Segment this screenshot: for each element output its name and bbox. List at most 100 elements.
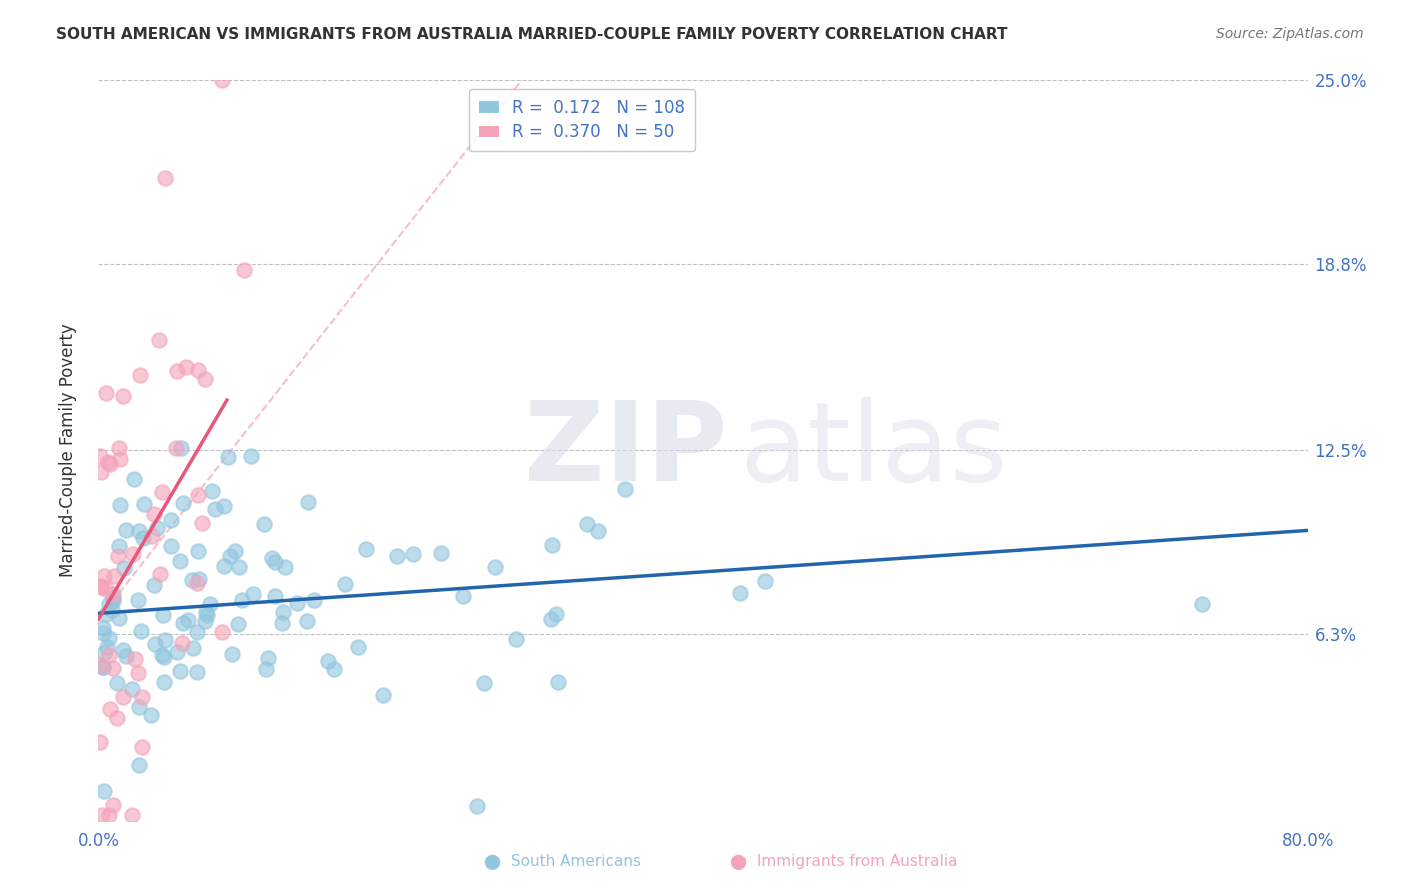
Point (108, 451, 131, 466)
Text: SOUTH AMERICAN VS IMMIGRANTS FROM AUSTRALIA MARRIED-COUPLE FAMILY POVERTY CORREL: SOUTH AMERICAN VS IMMIGRANTS FROM AUSTRA… (56, 27, 1008, 42)
Point (273, 605, 295, 619)
Point (94, 582, 117, 596)
Point (371, 688, 394, 702)
Text: ⬤  Immigrants from Australia: ⬤ Immigrants from Australia (730, 854, 957, 870)
Text: ZIP: ZIP (524, 397, 727, 504)
Point (141, 529, 163, 543)
Point (152, 607, 174, 622)
Point (575, 517, 598, 532)
Point (402, 547, 425, 561)
Point (98, 807, 121, 822)
Point (187, 544, 209, 558)
Point (257, 651, 280, 665)
Point (160, 513, 183, 527)
Point (98, 702, 121, 716)
Point (121, 807, 143, 822)
Point (316, 654, 339, 668)
Point (194, 372, 217, 386)
Point (131, 690, 153, 704)
Point (108, 539, 131, 553)
Point (101, 603, 124, 617)
Point (323, 662, 346, 676)
Point (242, 587, 264, 601)
Point (111, 389, 134, 403)
Point (93, 569, 115, 583)
Point (105, 711, 128, 725)
Point (101, 587, 124, 601)
Point (754, 574, 776, 588)
Point (181, 641, 204, 656)
Point (93, 784, 115, 798)
Point (187, 572, 209, 586)
Point (540, 612, 562, 626)
Point (212, 499, 235, 513)
Point (187, 363, 209, 377)
Point (91, 621, 114, 635)
Point (148, 333, 170, 347)
Point (90, 579, 112, 593)
Point (169, 442, 191, 456)
Point (254, 662, 277, 676)
Point (169, 664, 191, 678)
Point (105, 676, 128, 690)
Point (149, 567, 172, 582)
Point (108, 498, 131, 512)
Point (124, 652, 146, 666)
Point (333, 577, 356, 591)
Point (114, 648, 136, 663)
Point (90, 807, 112, 822)
Point (240, 449, 263, 463)
Point (89, 658, 111, 673)
Y-axis label: Married-Couple Family Poverty: Married-Couple Family Poverty (59, 324, 77, 577)
Point (274, 559, 297, 574)
Point (186, 625, 208, 640)
Point (150, 485, 173, 500)
Point (169, 553, 191, 567)
Point (97, 455, 120, 469)
Point (166, 364, 188, 378)
Point (128, 757, 150, 772)
Point (111, 690, 134, 704)
Point (260, 550, 283, 565)
Point (613, 482, 636, 496)
Point (186, 575, 208, 590)
Point (264, 555, 287, 569)
Point (231, 593, 253, 607)
Point (90, 466, 112, 480)
Point (91, 660, 114, 674)
Point (108, 442, 131, 456)
Point (132, 531, 155, 545)
Point (212, 558, 235, 573)
Point (197, 608, 219, 623)
Point (89, 735, 111, 749)
Point (586, 524, 609, 538)
Point (93, 646, 115, 660)
Point (128, 524, 150, 538)
Point (89, 449, 111, 463)
Point (129, 368, 152, 382)
Point (103, 591, 125, 605)
Point (98, 648, 121, 662)
Point (128, 700, 150, 714)
Point (204, 502, 226, 516)
Point (131, 740, 153, 755)
Point (112, 561, 135, 575)
Point (101, 798, 124, 813)
Point (297, 494, 319, 508)
Point (94, 607, 117, 621)
Point (221, 647, 243, 661)
Point (94, 386, 117, 401)
Point (122, 472, 145, 486)
Point (107, 549, 129, 563)
Point (451, 589, 474, 603)
Point (465, 798, 488, 813)
Point (177, 613, 200, 627)
Point (544, 607, 567, 621)
Point (346, 640, 368, 655)
Point (224, 543, 246, 558)
Point (98, 457, 121, 471)
Point (505, 632, 527, 647)
Point (297, 614, 319, 628)
Point (217, 450, 239, 465)
Point (385, 549, 408, 563)
